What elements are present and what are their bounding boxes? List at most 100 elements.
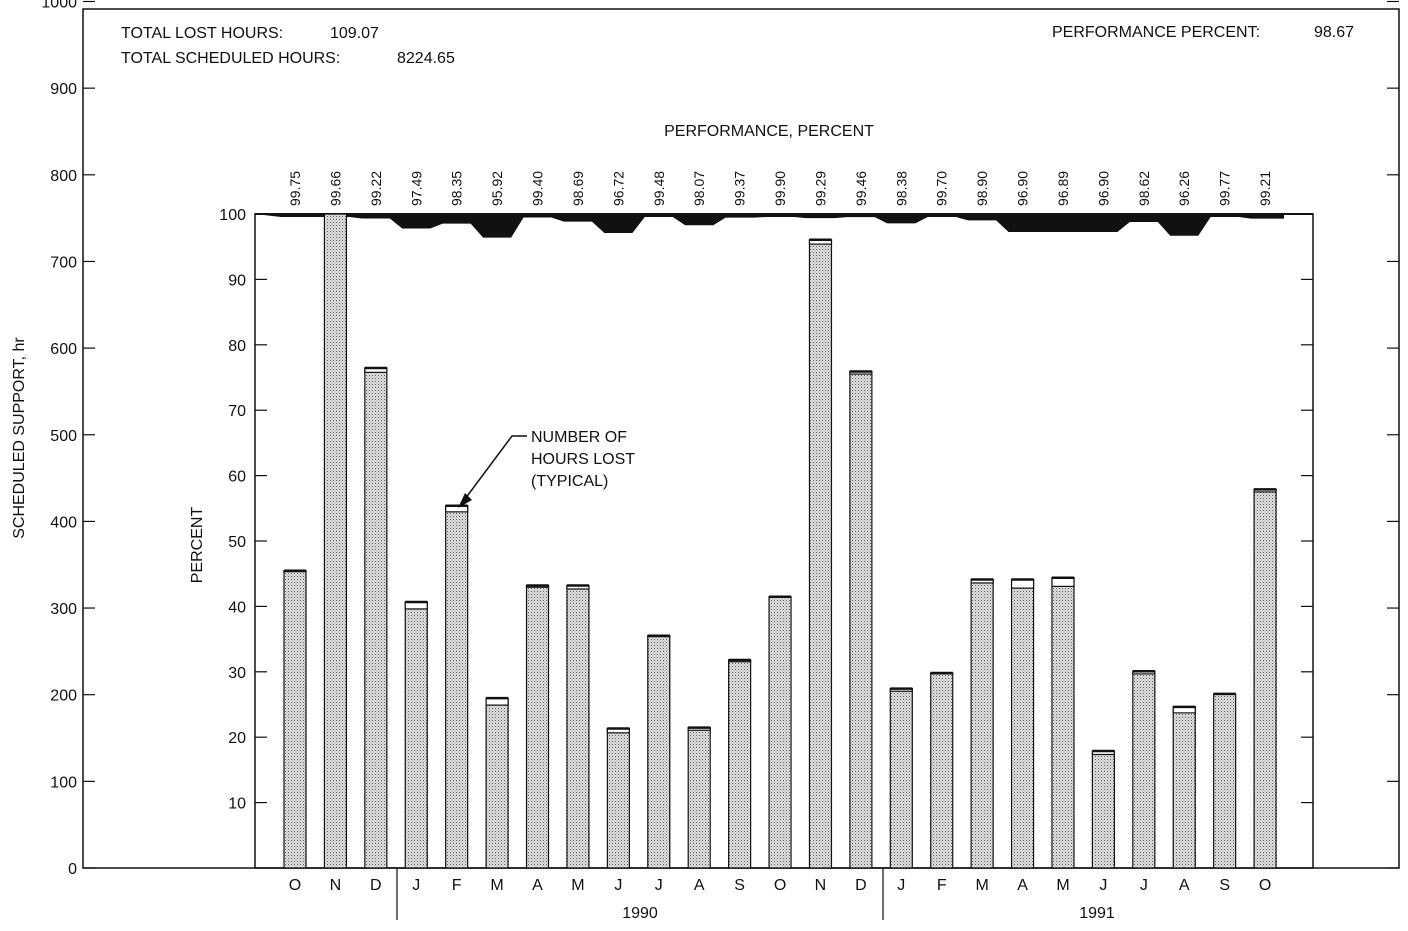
month-label: S [734,877,745,894]
left-tick-label: 600 [50,341,77,358]
performance-value-label: 96.72 [610,171,626,206]
left-tick-label: 500 [50,428,77,445]
support-bar [687,727,711,869]
month-label: M [490,877,503,894]
performance-value-label: 99.21 [1257,171,1273,206]
performance-title: PERFORMANCE, PERCENT [664,123,874,140]
annotation-leader [461,435,527,504]
support-bar [1213,693,1237,869]
performance-value-label: 98.62 [1136,171,1152,206]
performance-value-label: 98.07 [691,171,707,206]
performance-value-label: 99.29 [812,171,828,206]
month-label: M [975,877,988,894]
support-bar [364,367,388,869]
support-bar [808,239,833,869]
percent-tick-label: 70 [228,403,246,420]
month-label: A [1179,877,1190,894]
support-bar [1010,578,1035,869]
month-label: J [614,877,622,894]
performance-value-label: 99.40 [530,171,546,206]
percent-tick-label: 50 [228,534,246,551]
support-bar [404,601,428,869]
performance-value-label: 95.92 [489,171,505,206]
performance-value-label: 99.77 [1217,171,1233,206]
support-bar [1172,706,1196,869]
total-lost-label: TOTAL LOST HOURS: [121,25,283,42]
support-bar [525,584,550,869]
total-scheduled-value: 8224.65 [397,50,455,67]
performance-value-label: 99.46 [853,171,869,206]
support-bar [566,584,590,869]
support-bar [485,697,509,869]
month-label: N [330,877,342,894]
support-bar [1253,488,1277,869]
left-axis-title: SCHEDULED SUPPORT, hr [11,337,28,539]
left-tick-label: 900 [50,81,77,98]
total-scheduled-label: TOTAL SCHEDULED HOURS: [121,50,340,67]
performance-value-label: 98.38 [893,171,909,206]
support-bar [445,505,469,869]
month-label: M [571,877,584,894]
right-axis-title: PERCENT [189,507,206,584]
month-label: D [370,877,382,894]
month-label: F [452,877,462,894]
support-bar [647,635,671,869]
month-label: J [412,877,420,894]
support-bar [768,596,792,869]
month-label: A [532,877,543,894]
percent-tick-label: 60 [228,469,246,486]
performance-value-label: 97.49 [408,171,424,206]
support-bar [728,659,752,869]
hours-lost-segment [1051,577,1075,587]
performance-value-label: 99.70 [934,171,950,206]
support-bar [970,578,994,869]
hours-lost-segment [1010,578,1035,589]
support-bar [1051,577,1075,869]
performance-value-label: 98.69 [570,171,586,206]
month-label: A [1017,877,1028,894]
percent-tick-label: 40 [228,599,246,616]
month-label: F [937,877,947,894]
left-tick-label: 0 [68,861,77,878]
year-label-1991: 1991 [1079,905,1115,922]
performance-value-label: 96.26 [1176,171,1192,206]
left-tick-label: 800 [50,168,77,185]
left-tick-label: 100 [50,774,77,791]
performance-value-label: 99.66 [327,171,343,206]
support-bar [606,727,630,869]
performance-value-label: 99.37 [732,171,748,206]
left-tick-label: 400 [50,514,77,531]
percent-tick-label: 100 [219,207,246,224]
left-tick-label: 300 [50,601,77,618]
support-bar [323,213,348,869]
support-bar [283,570,307,869]
left-tick-label: 200 [50,688,77,705]
support-bar [1132,670,1156,869]
performance-value-label: 96.90 [1015,171,1031,206]
performance-band [255,214,1284,238]
percent-tick-label: 20 [228,730,246,747]
month-label: N [815,877,827,894]
annotation-arrowhead [458,493,472,508]
month-label: A [694,877,705,894]
performance-value-label: 99.22 [368,171,384,206]
support-bar [1091,750,1116,869]
performance-value-label: 96.89 [1055,171,1071,206]
percent-tick-label: 90 [228,272,246,289]
month-label: J [655,877,663,894]
month-label: D [855,877,867,894]
month-label: O [1259,877,1271,894]
annotation-line-1: NUMBER OF [531,429,627,446]
month-label: J [1140,877,1148,894]
support-bar [930,672,954,869]
month-label: J [897,877,905,894]
month-label: M [1056,877,1069,894]
year-label-1990: 1990 [622,905,658,922]
month-label: O [774,877,786,894]
performance-value-label: 99.90 [772,171,788,206]
performance-percent-label: PERFORMANCE PERCENT: [1052,24,1260,41]
support-bar [849,370,873,869]
percent-tick-label: 80 [228,338,246,355]
support-bar [889,688,913,869]
